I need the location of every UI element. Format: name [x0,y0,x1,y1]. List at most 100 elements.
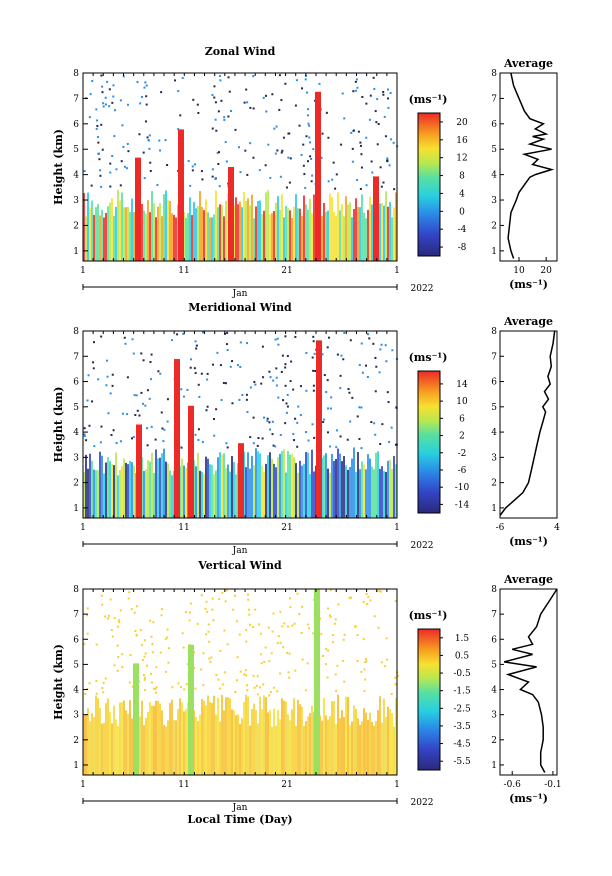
x-tick-label: 1 [80,780,86,790]
heatmap-column [321,720,323,775]
heatmap-pixel [382,181,385,184]
heatmap-pixel [310,180,313,183]
heatmap-column [167,720,169,775]
heatmap-pixel [179,114,182,117]
heatmap-pixel [97,141,100,144]
heatmap-pixel [282,136,285,139]
heatmap-pixel [201,440,204,443]
heatmap-column [219,721,221,775]
heatmap-column [349,202,351,261]
heatmap-pixel [312,389,315,392]
heatmap-column [169,200,171,261]
heatmap-pixel [101,687,104,690]
heatmap-column [367,719,369,775]
heatmap-column [179,698,181,775]
heatmap-pixel [391,349,394,352]
heatmap-pixel [336,664,339,667]
heatmap-pixel [132,352,135,355]
heatmap-column [223,453,225,518]
heatmap-pixel [204,607,207,610]
heatmap-pixel [372,342,375,345]
heatmap-pixel [134,630,137,633]
heatmap-pixel [143,689,146,692]
heatmap-column [249,468,251,518]
panel-title: Vertical Wind [197,559,282,572]
heatmap-pixel [269,691,272,694]
heatmap-pixel [150,353,153,356]
heatmap-pixel [171,686,174,689]
heatmap-column [395,192,397,261]
heatmap-pixel [279,433,282,436]
heatmap-pixel [287,156,290,159]
heatmap-column [279,719,281,775]
heatmap-pixel [387,88,390,91]
heatmap-column [385,471,387,518]
heatmap-pixel [218,597,221,600]
heatmap-pixel [229,110,232,113]
heatmap-pixel [275,367,278,370]
y-tick-label: 5 [73,660,79,670]
heatmap-column [159,703,161,775]
heatmap-pixel [392,141,395,144]
heatmap-pixel [320,156,323,159]
heatmap-pixel [285,411,288,414]
heatmap-column [247,198,249,261]
heatmap-pixel [248,623,251,626]
heatmap-column [163,194,165,261]
heatmap-pixel [195,344,198,347]
heatmap-pixel [260,382,263,385]
heatmap-pixel [378,371,381,374]
heatmap-pixel [228,90,231,93]
heatmap-column [383,205,385,261]
heatmap-pixel [111,155,114,158]
heatmap-pixel [253,380,256,383]
profile-x-tick-label: 4 [554,523,560,533]
heatmap-pixel [218,185,221,188]
heatmap-pixel [381,423,384,426]
heatmap-column [221,454,223,518]
heatmap-pixel [148,134,151,137]
heatmap-column [325,211,327,261]
heatmap-pixel [100,74,103,77]
heatmap-column [327,468,329,518]
heatmap-pixel [341,659,344,662]
heatmap-column [327,210,329,261]
heatmap-column [313,194,315,261]
heatmap-column [211,217,213,261]
heatmap-column [377,451,379,518]
heatmap-pixel [246,593,249,596]
heatmap-pixel [200,594,203,597]
heatmap-pixel [278,74,281,77]
heatmap-column [249,205,251,261]
heatmap-pixel [335,429,338,432]
heatmap-pixel [189,184,192,187]
heatmap-column [95,470,97,518]
heatmap-pixel [202,331,205,334]
heatmap-pixel [244,669,247,672]
heatmap-pixel [360,406,363,409]
colorbar-unit: (ms⁻¹) [409,609,448,622]
heatmap-pixel [390,138,393,141]
heatmap-pixel [387,97,390,100]
heatmap-column [263,695,265,775]
heatmap-pixel [289,157,292,160]
heatmap-pixel [156,184,159,187]
heatmap-pixel [281,625,284,628]
profile-y-tick-label: 8 [491,327,497,337]
heatmap-pixel [262,376,265,379]
heatmap-pixel [244,149,247,152]
colorbar-tick-label: 6 [459,414,465,424]
heatmap-pixel [390,426,393,429]
heatmap-pixel [110,628,113,631]
heatmap-pixel [355,78,358,81]
heatmap-pixel [152,687,155,690]
heatmap-pixel [226,331,229,334]
heatmap-column [247,452,249,518]
heatmap-pixel [370,421,373,424]
x-tick-label: 21 [281,266,292,276]
heatmap-pixel [206,405,209,408]
heatmap-pixel [284,82,287,85]
heatmap-pixel [385,637,388,640]
heatmap-column [297,699,299,775]
